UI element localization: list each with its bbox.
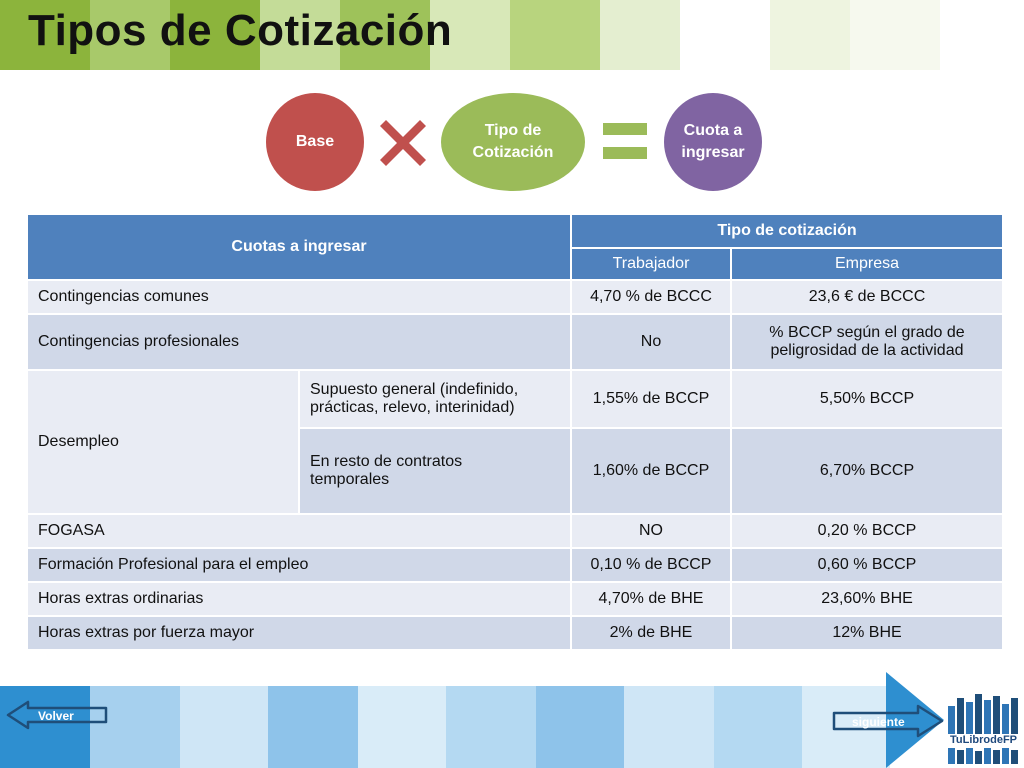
logo-text: TuLibrodeFP	[950, 734, 1018, 746]
table-row: Desempleo Supuesto general (indefinido, …	[28, 371, 1002, 513]
tipo-label-line1: Tipo de	[484, 122, 542, 139]
row-concept: Formación Profesional para el empleo	[28, 549, 570, 581]
subconcept-line2: temporales	[310, 471, 390, 488]
subconcept-line1: En resto de contratos	[310, 453, 463, 470]
table-row: Contingencias comunes 4,70 % de BCCC 23,…	[28, 281, 1002, 313]
row-empresa-line1: % BCCP según el grado de	[769, 324, 965, 341]
header-trabajador: Trabajador	[572, 249, 730, 279]
row-empresa-line2: peligrosidad de la actividad	[770, 342, 964, 359]
row-empresa: 0,60 % BCCP	[732, 549, 1002, 581]
row-concept: Contingencias comunes	[28, 281, 570, 313]
table-row: FOGASA NO 0,20 % BCCP	[28, 515, 1002, 547]
row-concept: FOGASA	[28, 515, 570, 547]
row-trabajador: 4,70 % de BCCC	[572, 281, 730, 313]
row-trabajador: 2% de BHE	[572, 617, 730, 649]
base-label: Base	[295, 133, 335, 150]
base-circle: Base	[266, 93, 364, 191]
volver-label: Volver	[38, 709, 74, 723]
row-empresa: 23,6 € de BCCC	[732, 281, 1002, 313]
cuota-label-line1: Cuota a	[683, 122, 743, 139]
siguiente-label: siguiente	[852, 715, 905, 729]
tipo-label-line2: Cotización	[472, 144, 554, 161]
row-trabajador: 1,55% de BCCP	[572, 371, 730, 427]
siguiente-button[interactable]: siguiente	[832, 704, 944, 738]
row-empresa: 23,60% BHE	[732, 583, 1002, 615]
subconcept-line2: prácticas, relevo, interinidad)	[310, 399, 515, 416]
cuota-label-line2: ingresar	[681, 144, 745, 161]
volver-button[interactable]: Volver	[6, 700, 110, 730]
table-row: Horas extras por fuerza mayor 2% de BHE …	[28, 617, 1002, 649]
row-trabajador: 1,60% de BCCP	[572, 429, 730, 513]
row-empresa: 5,50% BCCP	[732, 371, 1002, 427]
row-trabajador: NO	[572, 515, 730, 547]
tipo-circle: Tipo de Cotización	[441, 93, 585, 191]
row-trabajador: No	[572, 315, 730, 369]
subconcept-line1: Supuesto general (indefinido,	[310, 381, 519, 398]
header-tipo: Tipo de cotización	[572, 215, 1002, 247]
header-empresa: Empresa	[732, 249, 1002, 279]
row-concept: Contingencias profesionales	[28, 315, 570, 369]
row-empresa: 0,20 % BCCP	[732, 515, 1002, 547]
table-row: Formación Profesional para el empleo 0,1…	[28, 549, 1002, 581]
row-empresa: 6,70% BCCP	[732, 429, 1002, 513]
arrow-right-icon	[832, 704, 944, 738]
header-band	[0, 0, 1024, 70]
cotizacion-table: Cuotas a ingresar Tipo de cotización Tra…	[26, 213, 1002, 651]
row-concept: Desempleo	[28, 371, 298, 513]
row-empresa: % BCCP según el grado de peligrosidad de…	[732, 315, 1002, 369]
row-concept: Horas extras por fuerza mayor	[28, 617, 570, 649]
cuota-circle: Cuota a ingresar	[664, 93, 762, 191]
row-subconcept: En resto de contratos temporales	[300, 429, 570, 513]
table-row: Horas extras ordinarias 4,70% de BHE 23,…	[28, 583, 1002, 615]
arrow-left-icon	[6, 700, 108, 730]
row-subconcept: Supuesto general (indefinido, prácticas,…	[300, 371, 570, 427]
row-trabajador: 4,70% de BHE	[572, 583, 730, 615]
table-row: En resto de contratos temporales 1,60% d…	[28, 429, 1002, 513]
table-row: Contingencias profesionales No % BCCP se…	[28, 315, 1002, 369]
header-cuotas: Cuotas a ingresar	[28, 215, 570, 279]
equals-icon	[603, 123, 647, 159]
row-empresa: 12% BHE	[732, 617, 1002, 649]
row-concept: Horas extras ordinarias	[28, 583, 570, 615]
page-title: Tipos de Cotización	[28, 6, 453, 55]
row-trabajador: 0,10 % de BCCP	[572, 549, 730, 581]
times-icon	[380, 120, 426, 166]
tulibrodefp-logo	[948, 694, 1018, 764]
